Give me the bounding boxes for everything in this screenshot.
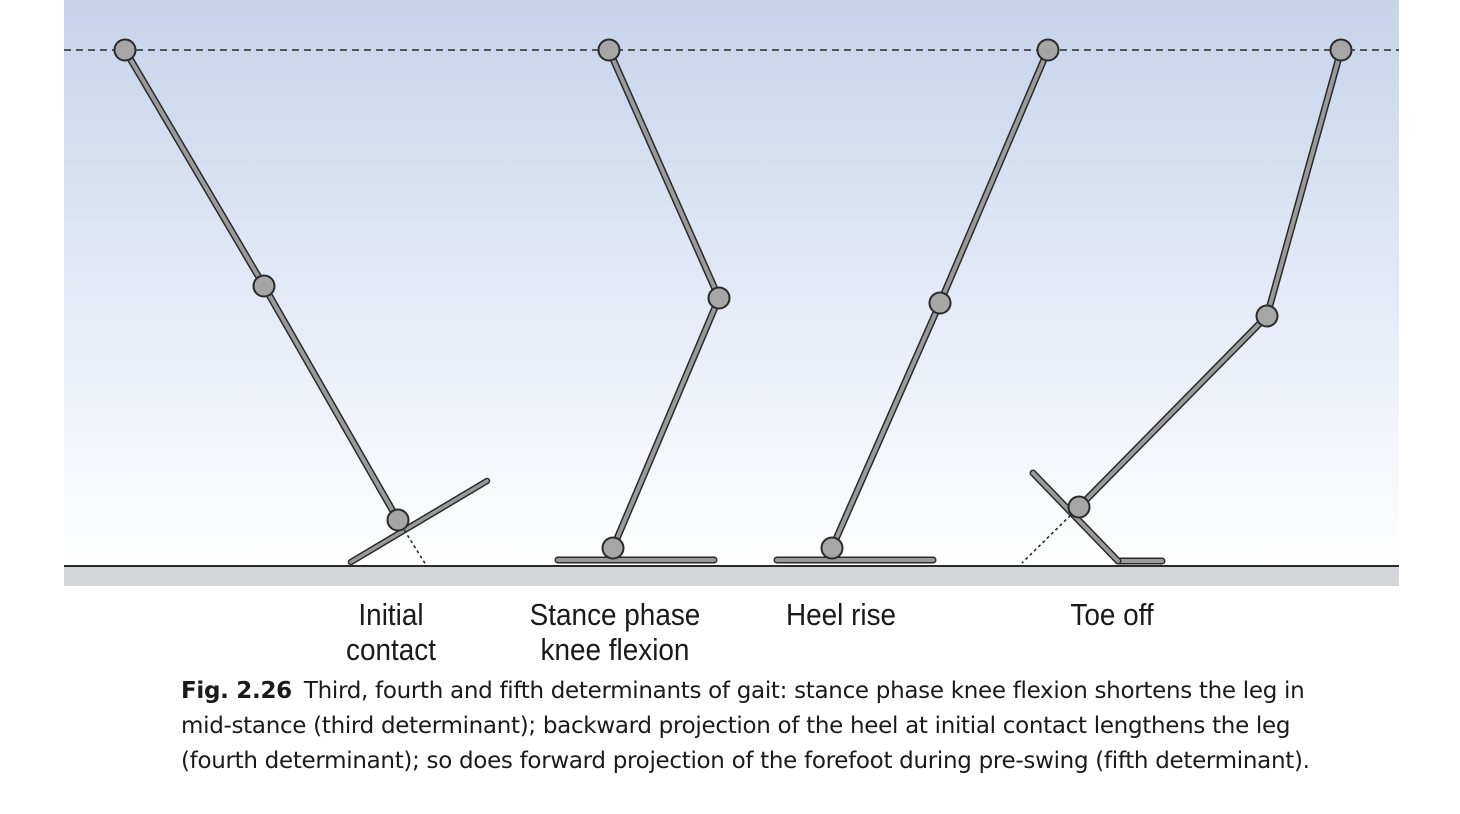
ankle-joint [386,508,410,532]
thigh-segment [123,48,266,288]
thigh-segment [607,48,721,300]
leg-toe-off [1021,38,1353,565]
gait-diagram [64,0,1399,586]
phase-label-line2: knee flexion [540,632,690,667]
figure-caption: Fig. 2.26 Third, fourth and fifth determi… [181,674,1321,779]
phase-label-line1: Stance phase [529,597,701,632]
ankle-joint [1067,495,1091,519]
phase-label-heel-rise: Heel rise [786,597,896,632]
hip-joint [1036,38,1060,62]
leg-heel-rise [773,38,1060,564]
shank-segment [830,301,942,550]
shank-segment [262,284,400,522]
projection-dotted-line [1021,506,1080,564]
sky-background [64,0,1399,566]
hip-joint [1329,38,1353,62]
phase-label-line1: Toe off [1070,597,1154,632]
hip-joint [113,38,137,62]
ground [64,566,1399,586]
phase-label-stance-knee-flexion: Stance phase knee flexion [530,597,701,667]
phase-label-toe-off: Toe off [1070,597,1153,632]
knee-joint [1255,304,1279,328]
shank-segment [1077,314,1269,509]
figure-number: Fig. 2.26 [181,678,292,704]
shank-segment [611,296,721,550]
thigh-segment [1265,48,1343,318]
knee-joint [928,291,952,315]
phase-label-line2: contact [346,632,436,667]
knee-joint [707,286,731,310]
phase-label-line1: Heel rise [785,597,897,632]
phase-label-initial-contact: Initial contact [346,597,436,667]
leg-stance-knee-flexion [554,38,731,564]
phase-label-line1: Initial [358,597,424,632]
ankle-joint [820,536,844,560]
ankle-joint [601,536,625,560]
knee-joint [252,274,276,298]
caption-text: Third, fourth and fifth determinants of … [181,678,1310,774]
foot-segment [349,479,489,564]
leg-initial-contact [113,38,491,566]
hip-joint [597,38,621,62]
thigh-segment [938,48,1050,305]
